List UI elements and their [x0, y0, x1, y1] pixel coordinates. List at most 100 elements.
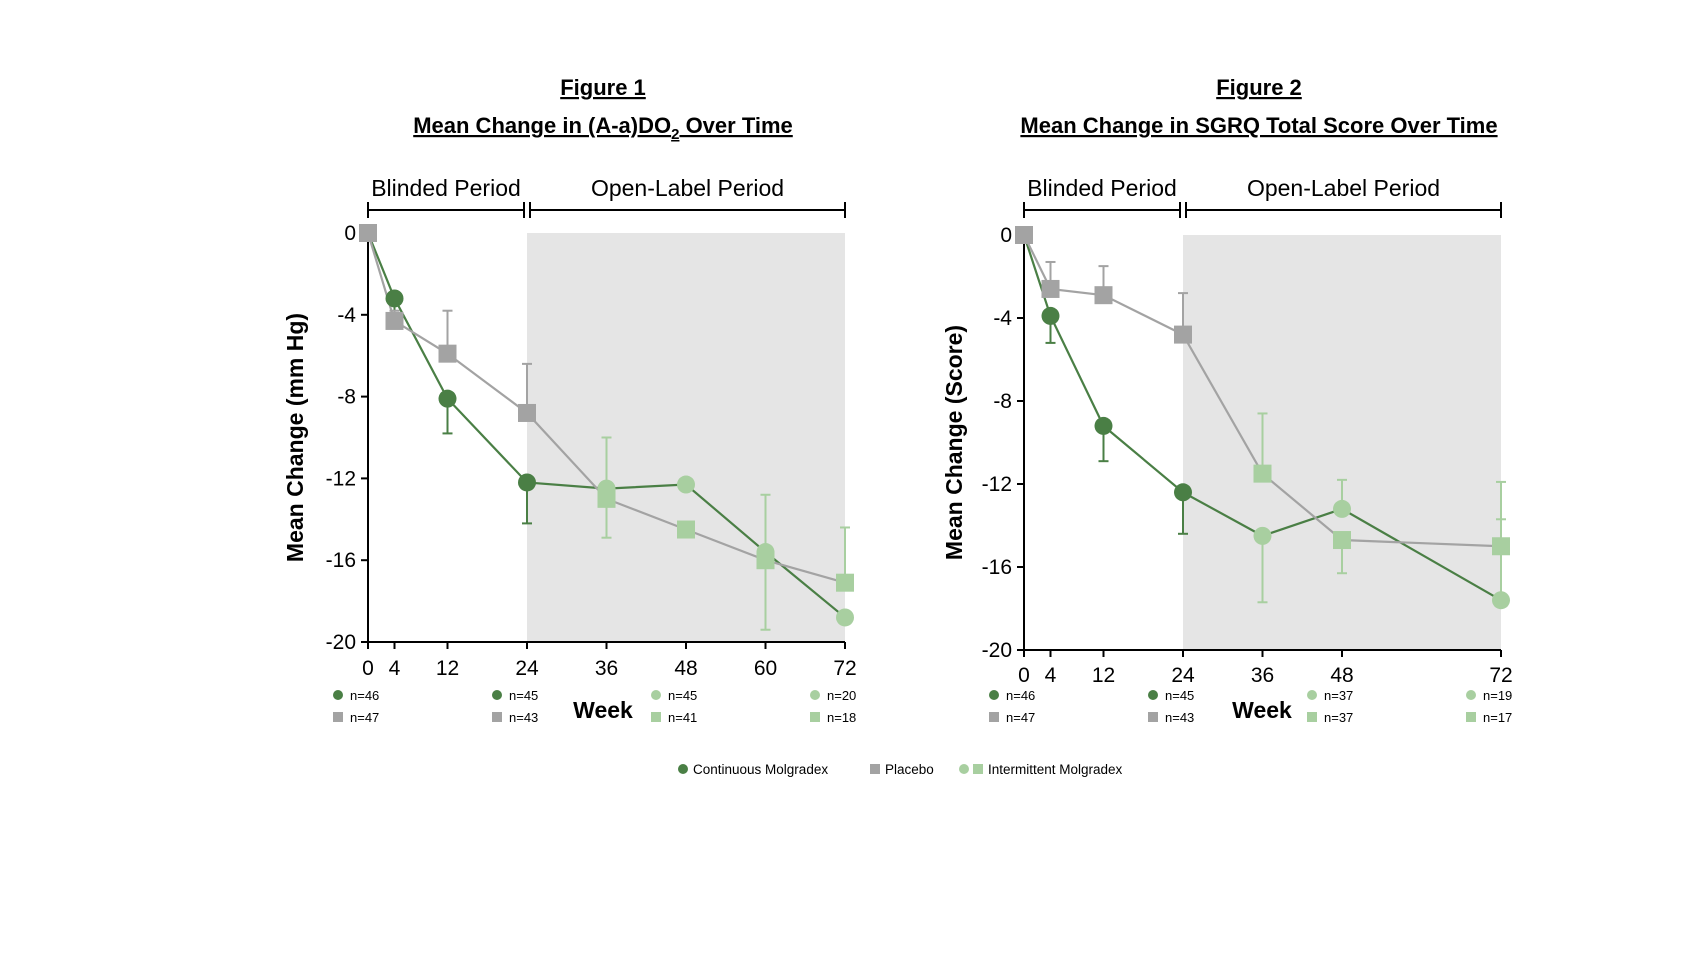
figure-1-x-tick-label: 36: [595, 657, 618, 680]
figure-1-point-square-intermittent: [756, 551, 775, 570]
figure-1-y-tick-label: -20: [326, 631, 356, 654]
figure-1-n-count-marker: [492, 690, 502, 700]
figure-1-point-square-intermittent: [597, 489, 616, 508]
figure-2-point-square-placebo: [1041, 279, 1060, 298]
figure-2-x-tick-label: 0: [1018, 664, 1030, 687]
figure-1-n-count-marker: [810, 712, 820, 722]
figure-2-point-circle-continuous: [1041, 306, 1060, 325]
figure-1-n-count: n=46: [350, 688, 379, 703]
figure-1-n-count: n=45: [509, 688, 538, 703]
figure-2-x-tick-label: 12: [1092, 664, 1115, 687]
figure-1-open-label-shade: [527, 233, 845, 642]
figure-2-point-circle-intermittent: [1492, 591, 1510, 610]
figure-2-y-tick-label: -8: [993, 390, 1012, 413]
figure-1-point-circle-continuous: [518, 473, 536, 492]
figure-2-point-circle-intermittent: [1253, 526, 1272, 545]
figure-2-x-tick-label: 48: [1330, 664, 1353, 687]
figure-1-point-square-placebo: [518, 403, 536, 422]
figure-2-point-square-intermittent: [1253, 464, 1272, 483]
figure-2-y-tick-label: -4: [993, 307, 1012, 330]
figure-1-x-tick-label: 72: [833, 657, 856, 680]
figure-1-y-tick-label: -16: [326, 549, 356, 572]
figure-2-n-count-marker: [1148, 712, 1158, 722]
legend-marker-square: [870, 764, 880, 774]
figure-2-y-axis-title: Mean Change (Score): [941, 325, 967, 560]
legend-label: Intermittent Molgradex: [988, 762, 1123, 777]
figure-1-x-tick-label: 48: [674, 657, 697, 680]
figure-1-period-brackets: Blinded Period Open-Label Period: [367, 175, 846, 218]
figure-1-x-tick-label: 0: [362, 657, 374, 680]
figure-2-label: Figure 2: [1216, 75, 1302, 100]
figure-2-point-square-intermittent: [1333, 531, 1351, 550]
figure-2-point-circle-continuous: [1174, 483, 1192, 502]
figure-2-title: Mean Change in SGRQ Total Score Over Tim…: [1020, 113, 1497, 138]
figure-2-point-square-intermittent: [1492, 537, 1510, 556]
figure-1-n-count: n=18: [827, 710, 856, 725]
figure-1-n-count: n=43: [509, 710, 538, 725]
figure-1-point-circle-intermittent: [677, 475, 695, 494]
figure-2-y-tick-label: -20: [982, 639, 1012, 662]
figure-2-x-tick-label: 24: [1171, 664, 1195, 687]
figure-1-title-suffix: Over Time: [679, 113, 792, 138]
figure-1-x-tick-label: 12: [436, 657, 459, 680]
figure-1-x-tick-label: 60: [754, 657, 777, 680]
figure-1-title: Mean Change in (A-a)DO2 Over Time: [413, 113, 793, 143]
figure-1-x-tick-label: 4: [389, 657, 401, 680]
figure-1-n-count: n=45: [668, 688, 697, 703]
legend-marker-circle: [959, 764, 969, 774]
legend-label: Continuous Molgradex: [693, 762, 828, 777]
legend-marker-circle: [678, 764, 688, 774]
figure-1-n-count-marker: [333, 690, 343, 700]
legend-label: Placebo: [885, 762, 934, 777]
figure-2-y-tick-label: -16: [982, 556, 1012, 579]
figure-1-point-square-placebo: [438, 344, 457, 363]
figure-1-point-square-intermittent: [836, 573, 854, 592]
figure-2-y-tick-label: -12: [982, 473, 1012, 496]
figure-2-n-count: n=43: [1165, 710, 1194, 725]
figure-1-point-circle-continuous: [438, 389, 457, 408]
figure-1-title-main: Mean Change in (A-a)DO: [413, 113, 671, 138]
figure-1-period-label: Open-Label Period: [591, 175, 784, 201]
figure-2-open-label-shade: [1183, 235, 1501, 650]
figure-1-y-tick-label: -12: [326, 467, 356, 490]
figure-2-point-circle-continuous: [1094, 416, 1113, 435]
figure-2-point-square-placebo: [1094, 286, 1113, 305]
figure-1-n-count-marker: [651, 712, 661, 722]
figure-1-point-circle-continuous: [385, 289, 404, 308]
figure-2-n-count-marker: [989, 690, 999, 700]
figure-2-x-tick-label: 36: [1251, 664, 1274, 687]
figure-2-x-axis-title: Week: [1232, 697, 1292, 723]
figure-1-n-count-marker: [651, 690, 661, 700]
figure-1-n-count: n=20: [827, 688, 856, 703]
figure-1-y-tick-label: 0: [344, 222, 356, 245]
figure-1-x-axis-title: Week: [573, 697, 633, 723]
figure-2-x-tick-label: 4: [1045, 664, 1057, 687]
figure-2-n-count-marker: [1307, 712, 1317, 722]
figure-2-point-circle-intermittent: [1333, 499, 1351, 518]
figure-1-label: Figure 1: [560, 75, 646, 100]
figure-2-x-tick-label: 72: [1489, 664, 1512, 687]
figure-2-n-count: n=47: [1006, 710, 1035, 725]
figure-2-y-tick-label: 0: [1000, 224, 1012, 247]
figure-2-n-count: n=19: [1483, 688, 1512, 703]
figure-1-period-label: Blinded Period: [371, 175, 521, 201]
figure-2-n-count-marker: [1466, 712, 1476, 722]
figure-1-y-tick-label: -4: [337, 304, 356, 327]
figure-1-n-count-marker: [333, 712, 343, 722]
figure-1-n-count: n=41: [668, 710, 697, 725]
figure-2-n-count-marker: [1466, 690, 1476, 700]
figure-2-n-count: n=37: [1324, 710, 1353, 725]
figure-1-y-tick-label: -8: [337, 386, 356, 409]
figure-1-x-tick-label: 24: [515, 657, 539, 680]
figure-1-y-axis-title: Mean Change (mm Hg): [282, 313, 308, 562]
figure-1: Figure 1 Mean Change in (A-a)DO2 Over Ti…: [282, 75, 857, 725]
figure-1-n-count-marker: [492, 712, 502, 722]
figure-2-period-label: Open-Label Period: [1247, 175, 1440, 201]
figure-1-point-square-placebo: [359, 224, 377, 242]
figure-2-period-label: Blinded Period: [1027, 175, 1177, 201]
legend-marker-square: [973, 764, 983, 774]
figure-2-n-count: n=37: [1324, 688, 1353, 703]
figure-1-point-circle-intermittent: [836, 608, 854, 627]
figure-2-period-brackets: Blinded Period Open-Label Period: [1023, 175, 1502, 218]
figure-2-n-count: n=45: [1165, 688, 1194, 703]
